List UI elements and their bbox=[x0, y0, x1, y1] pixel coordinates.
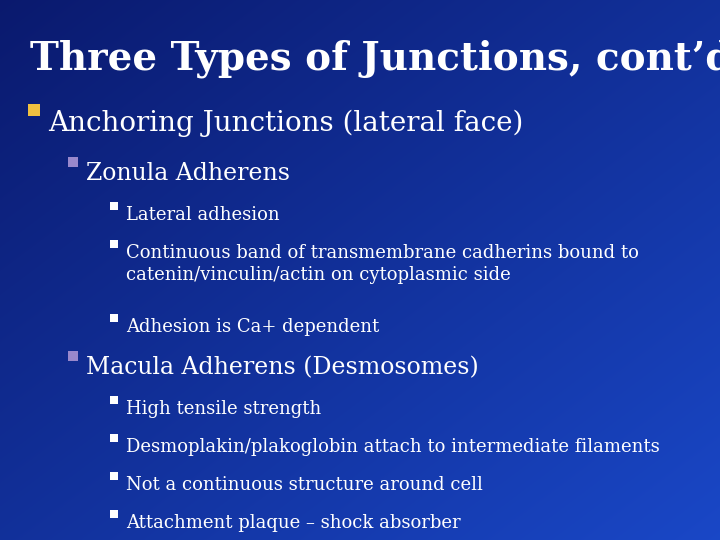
FancyBboxPatch shape bbox=[110, 240, 118, 248]
FancyBboxPatch shape bbox=[110, 314, 118, 322]
FancyBboxPatch shape bbox=[110, 202, 118, 210]
Text: Attachment plaque – shock absorber: Attachment plaque – shock absorber bbox=[126, 514, 461, 532]
Text: Anchoring Junctions (lateral face): Anchoring Junctions (lateral face) bbox=[48, 110, 523, 137]
Text: Lateral adhesion: Lateral adhesion bbox=[126, 206, 279, 224]
Text: Adhesion is Ca+ dependent: Adhesion is Ca+ dependent bbox=[126, 318, 379, 336]
Text: Not a continuous structure around cell: Not a continuous structure around cell bbox=[126, 476, 483, 494]
FancyBboxPatch shape bbox=[110, 434, 118, 442]
FancyBboxPatch shape bbox=[110, 396, 118, 404]
Text: Continuous band of transmembrane cadherins bound to
catenin/vinculin/actin on cy: Continuous band of transmembrane cadheri… bbox=[126, 244, 639, 284]
Text: Desmoplakin/plakoglobin attach to intermediate filaments: Desmoplakin/plakoglobin attach to interm… bbox=[126, 438, 660, 456]
Text: High tensile strength: High tensile strength bbox=[126, 400, 321, 418]
Text: Three Types of Junctions, cont’d: Three Types of Junctions, cont’d bbox=[30, 40, 720, 78]
FancyBboxPatch shape bbox=[28, 104, 40, 116]
Text: Zonula Adherens: Zonula Adherens bbox=[86, 162, 290, 185]
Text: Macula Adherens (Desmosomes): Macula Adherens (Desmosomes) bbox=[86, 356, 479, 379]
FancyBboxPatch shape bbox=[110, 472, 118, 480]
FancyBboxPatch shape bbox=[68, 351, 78, 361]
FancyBboxPatch shape bbox=[68, 157, 78, 167]
FancyBboxPatch shape bbox=[110, 510, 118, 518]
